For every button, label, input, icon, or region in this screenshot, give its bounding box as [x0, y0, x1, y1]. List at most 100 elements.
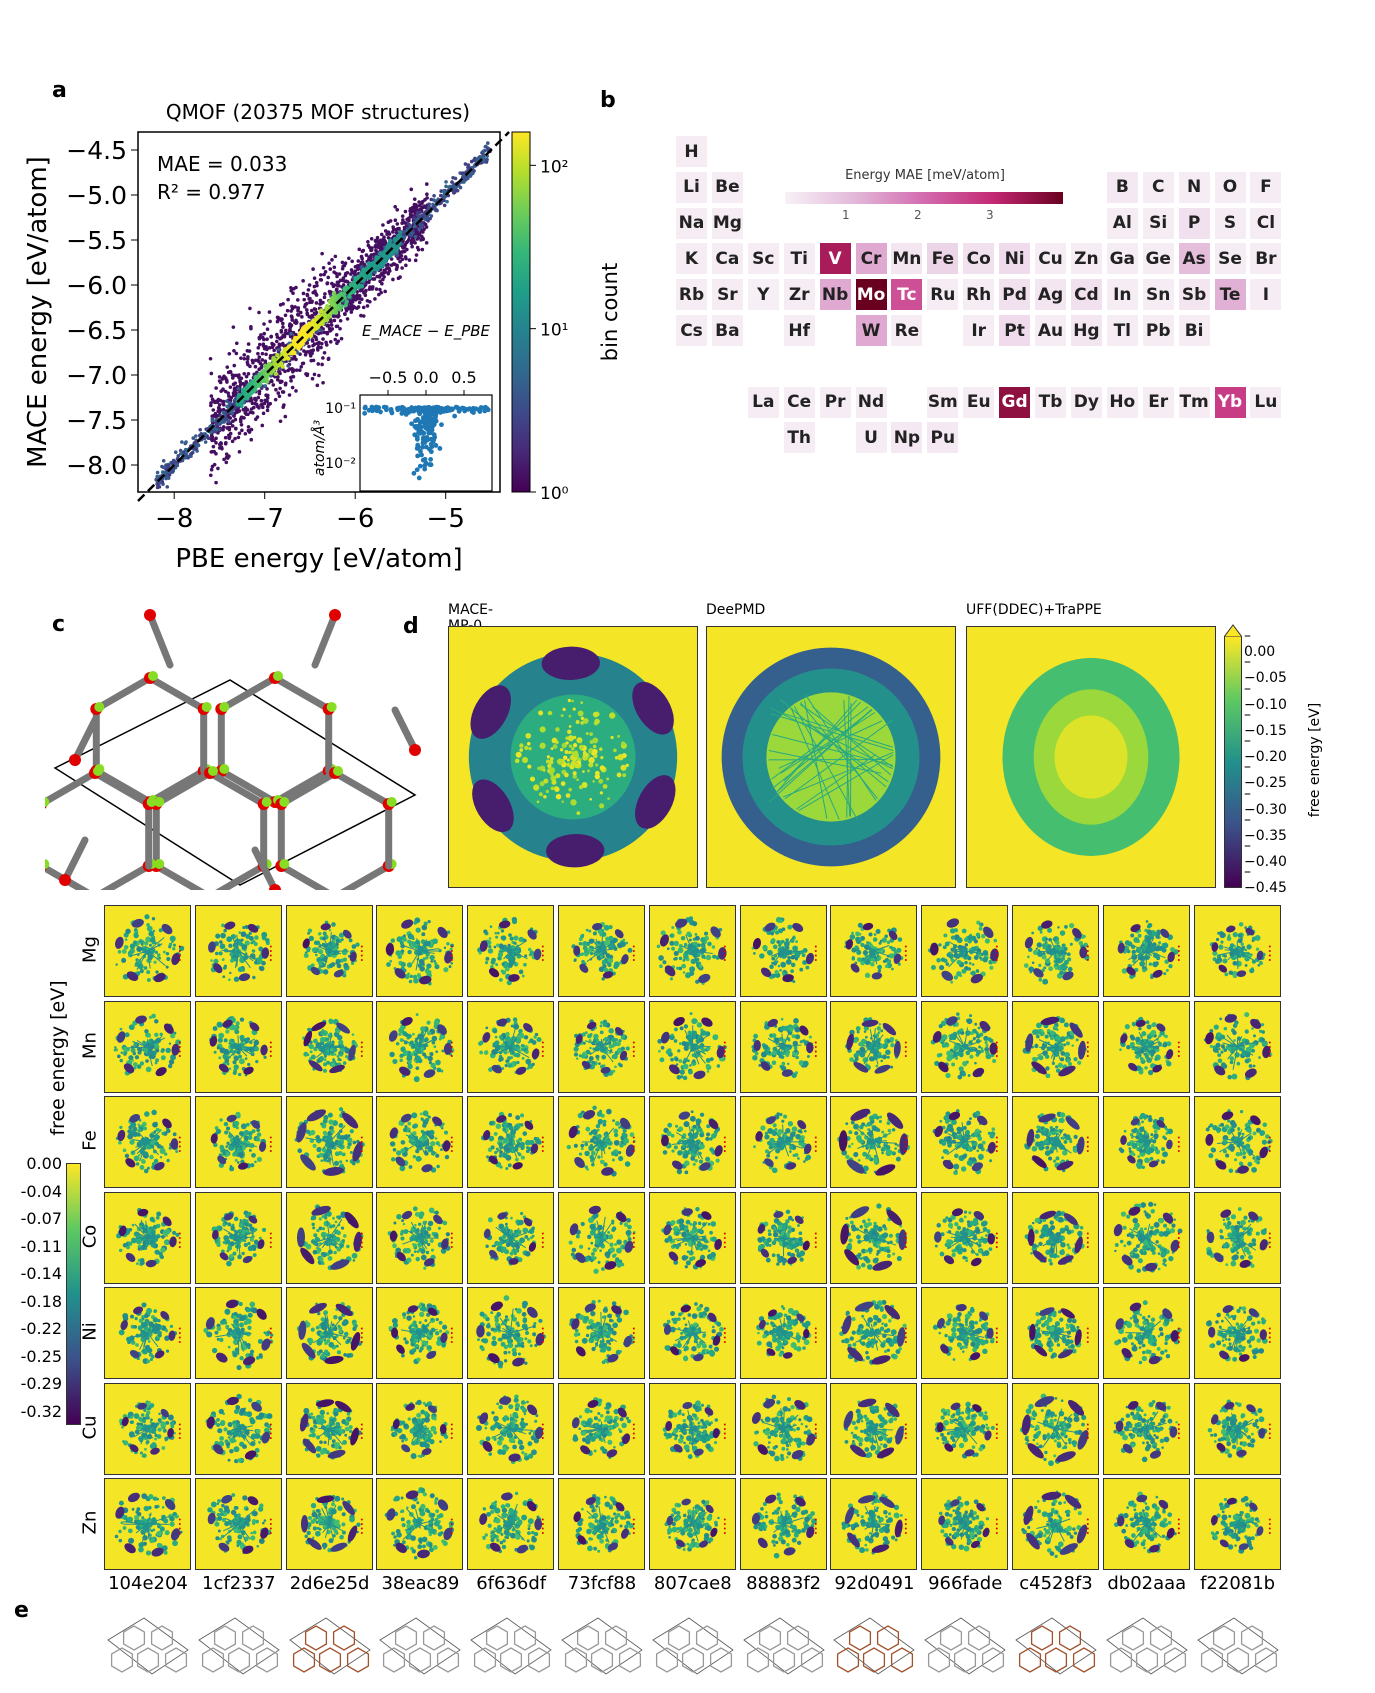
scatter-point	[311, 348, 315, 353]
density-speck	[691, 945, 695, 948]
scatter-point	[291, 291, 295, 296]
scatter-point	[367, 287, 372, 292]
scatter-point	[339, 291, 344, 296]
cbar-d-tick: –−0.45	[1244, 864, 1287, 897]
linker-bond	[100, 862, 153, 890]
scatter-point	[268, 353, 273, 358]
density-speck	[592, 711, 599, 718]
scatter-point	[324, 317, 330, 323]
map-density	[751, 916, 817, 984]
inset-xtick-label: 0.5	[451, 368, 476, 387]
element-au: Au	[1035, 315, 1066, 346]
density-speck	[506, 980, 513, 986]
scatter-point	[253, 364, 258, 369]
scatter-point	[265, 327, 270, 331]
inset-point	[431, 432, 437, 438]
map-density	[721, 647, 941, 867]
scatter-point	[264, 379, 270, 384]
ytick-label: −6.0	[66, 271, 127, 300]
scatter-point	[388, 269, 392, 273]
density-speck	[774, 930, 779, 935]
density-speck	[425, 968, 431, 974]
scatter-point	[160, 464, 164, 469]
scatter-point	[219, 445, 224, 450]
inset-point	[406, 407, 411, 412]
element-fe: Fe	[927, 243, 959, 275]
density-speck	[682, 958, 686, 962]
density-speck	[507, 943, 512, 948]
density-speck	[616, 772, 622, 778]
scatter-point	[294, 357, 298, 362]
linker-bond	[331, 769, 393, 808]
scatter-point	[237, 374, 241, 379]
scatter-point	[407, 258, 412, 262]
element-sb: Sb	[1178, 279, 1210, 311]
density-speck	[601, 961, 605, 965]
map-density	[477, 916, 544, 986]
scatter-point	[283, 331, 288, 336]
density-speck	[136, 971, 141, 976]
scatter-point	[422, 211, 426, 216]
scatter-point	[379, 243, 384, 247]
metal-atom	[333, 766, 343, 776]
density-speck	[877, 964, 883, 970]
density-speck	[688, 966, 695, 973]
scatter-point	[311, 290, 316, 295]
scatter-point	[444, 184, 448, 189]
scatter-point	[243, 431, 248, 436]
scatter-point	[230, 424, 235, 428]
density-blob	[621, 954, 629, 965]
density-speck	[165, 965, 169, 969]
density-speck	[594, 718, 600, 725]
scatter-point	[376, 244, 381, 249]
scatter-point	[345, 317, 350, 321]
element-i: I	[1250, 279, 1282, 311]
scatter-point	[324, 340, 328, 345]
scatter-point	[281, 390, 286, 394]
density-speck	[768, 964, 774, 970]
scatter-point	[256, 351, 260, 356]
marker-dot	[360, 959, 363, 961]
scatter-point	[333, 254, 338, 259]
inset-point	[452, 413, 458, 419]
scatter-point	[335, 283, 340, 288]
density-speck	[781, 927, 785, 932]
element-er: Er	[1142, 386, 1174, 418]
density-speck	[605, 953, 611, 959]
scatter-point	[319, 328, 323, 333]
scatter-point	[382, 235, 386, 239]
density-speck	[662, 960, 667, 965]
density-speck	[545, 789, 550, 794]
density-speck	[620, 764, 627, 771]
density-speck	[514, 758, 520, 764]
scatter-point	[290, 304, 294, 309]
density-speck	[561, 742, 568, 749]
density-speck	[575, 719, 580, 724]
density-blob	[349, 951, 357, 962]
element-hf: Hf	[783, 315, 815, 346]
linker-bond	[215, 862, 268, 890]
density-speck	[444, 946, 447, 950]
density-speck	[317, 949, 323, 955]
density-speck	[791, 980, 795, 984]
map-density	[1002, 658, 1180, 856]
density-trace	[418, 950, 421, 957]
density-speck	[559, 748, 564, 752]
density-speck	[857, 957, 863, 962]
density-speck	[686, 949, 690, 953]
marker-dot	[451, 954, 454, 957]
scatter-point	[237, 450, 242, 454]
scatter-point	[348, 307, 353, 311]
density-speck	[860, 942, 865, 948]
scatter-point	[469, 159, 474, 164]
linker-bond	[152, 862, 205, 890]
density-speck	[790, 962, 796, 968]
xtick-label: −6	[336, 504, 374, 534]
density-speck	[568, 744, 573, 748]
density-speck	[117, 949, 122, 954]
scatter-point	[209, 371, 214, 376]
density-blob	[573, 945, 581, 956]
scatter-point	[284, 328, 288, 333]
inset-point	[420, 437, 426, 442]
linker-bond	[71, 716, 99, 764]
